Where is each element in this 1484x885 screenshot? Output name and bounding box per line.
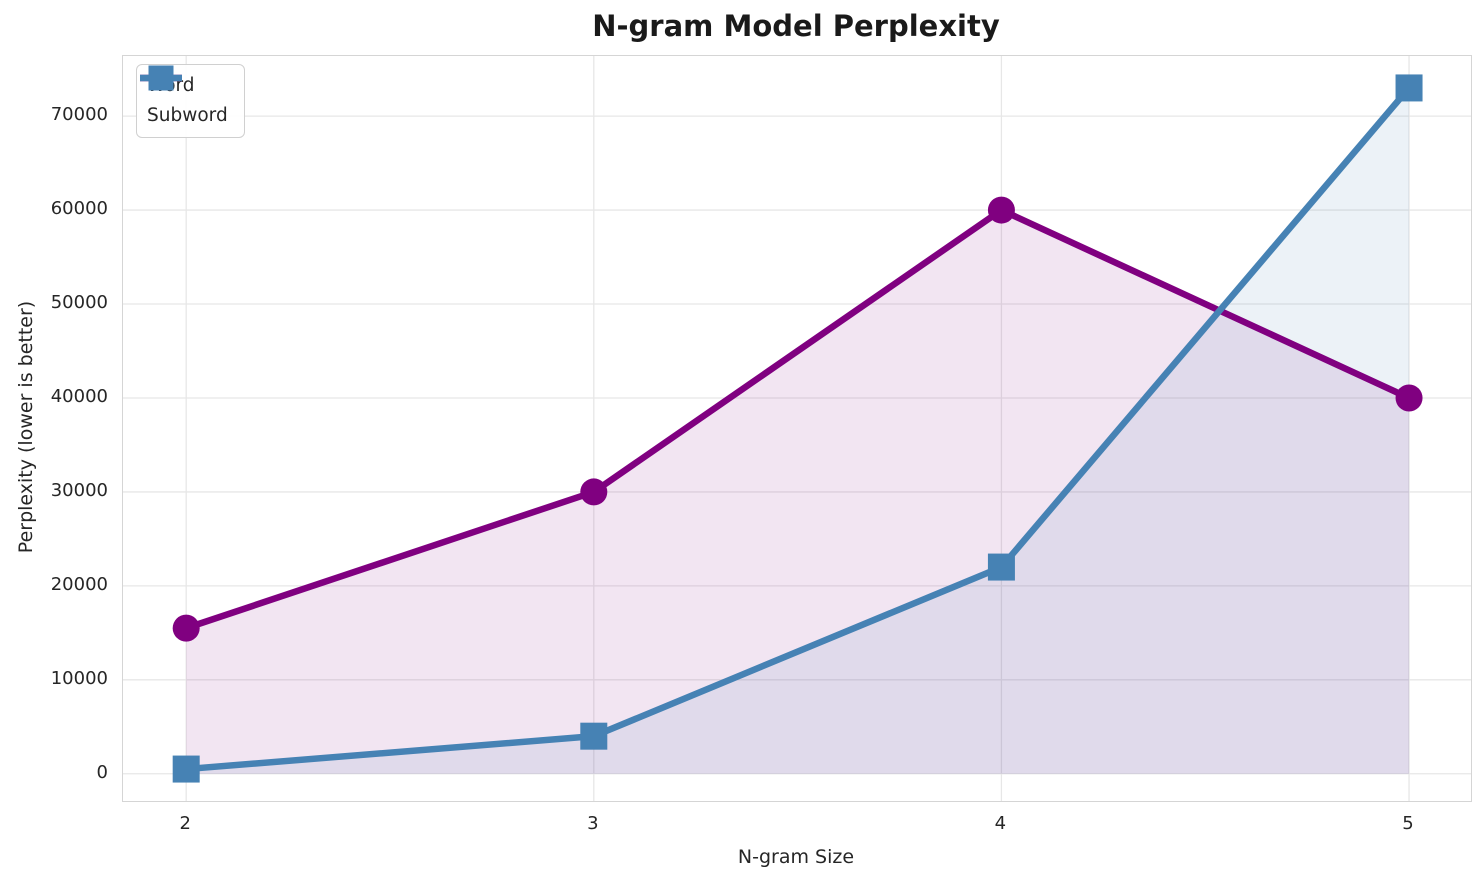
marker-subword-point [580, 722, 608, 750]
y-tick-label: 20000 [50, 573, 108, 595]
y-tick-label: 10000 [50, 667, 108, 689]
line-subword [182, 84, 1413, 773]
area-fill-subword [186, 87, 1410, 774]
x-tick-label: 2 [179, 813, 191, 834]
legend: Word Subword [136, 64, 245, 138]
chart-title: N-gram Model Perplexity [592, 9, 1000, 43]
legend-label-subword: Subword [147, 105, 228, 126]
y-tick-label: 70000 [50, 104, 108, 126]
x-tick-label: 3 [587, 813, 599, 834]
marker-word-point [172, 614, 200, 642]
plot-area: Word Subword [122, 55, 1472, 802]
legend-item-subword: Subword [140, 65, 228, 129]
y-tick-label: 40000 [50, 385, 108, 407]
marker-word-point [987, 196, 1015, 224]
area-fill-word [186, 210, 1410, 774]
x-tick-label: 5 [1402, 813, 1414, 834]
marker-word-point [580, 478, 608, 506]
y-axis-title: Perplexity (lower is better) [15, 300, 37, 554]
line-word [182, 206, 1413, 632]
y-tick-label: 50000 [50, 292, 108, 314]
y-tick-label: 0 [96, 761, 108, 783]
chart-canvas [123, 56, 1471, 801]
marker-subword-point [987, 553, 1015, 581]
subword-line-square-icon [140, 65, 182, 91]
marker-subword-point [172, 755, 200, 783]
marker-word-point [1395, 384, 1423, 412]
y-tick-label: 60000 [50, 198, 108, 220]
x-axis-title: N-gram Size [737, 846, 855, 868]
marker-subword-point [1395, 74, 1423, 102]
x-tick-label: 4 [994, 813, 1007, 834]
y-tick-label: 30000 [50, 479, 108, 501]
